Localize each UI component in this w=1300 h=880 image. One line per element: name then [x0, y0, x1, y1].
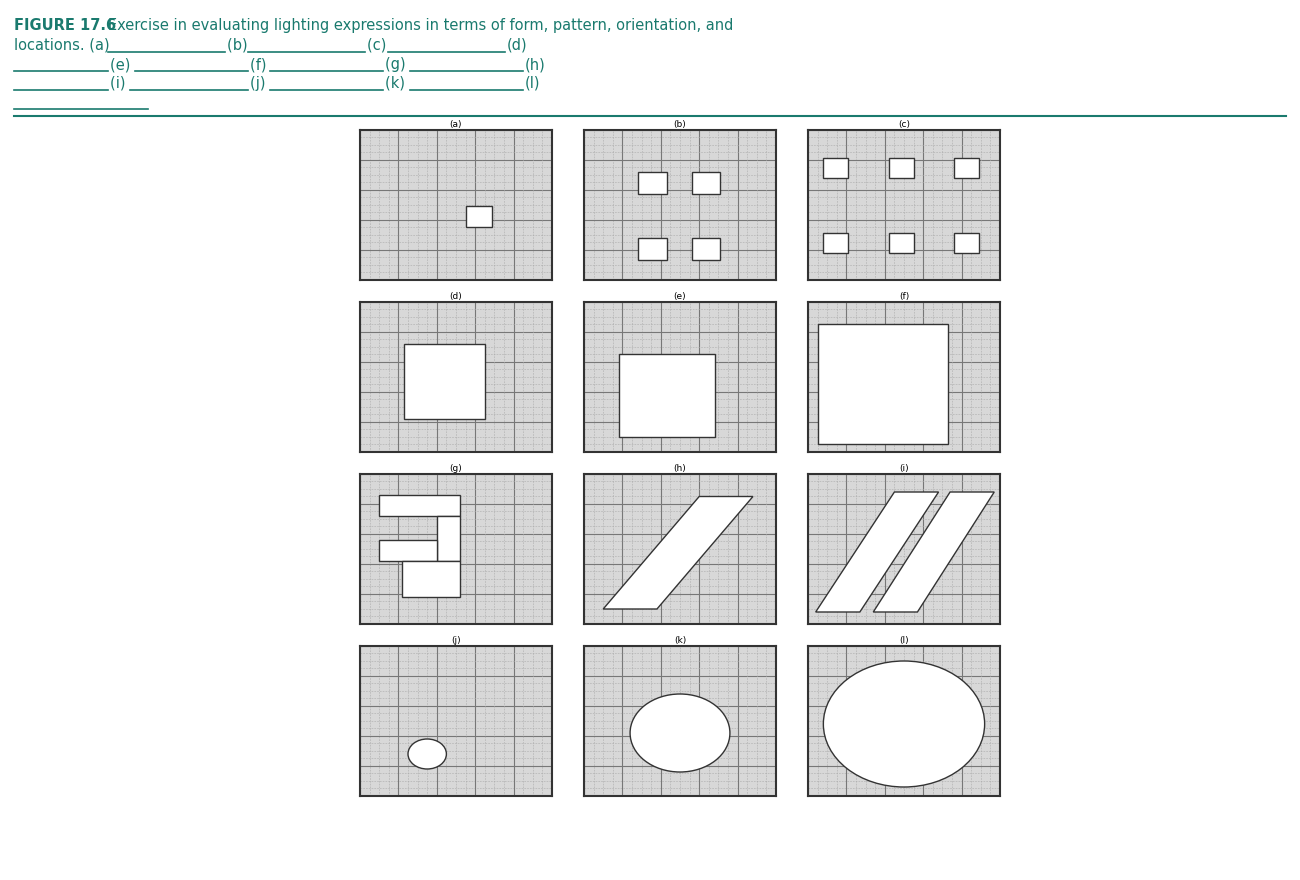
- Bar: [954, 233, 979, 253]
- Text: (g): (g): [385, 57, 411, 72]
- Text: (l): (l): [525, 76, 541, 91]
- Bar: [692, 172, 720, 194]
- Text: (k): (k): [385, 76, 410, 91]
- Bar: [823, 158, 849, 178]
- Title: (j): (j): [451, 636, 460, 645]
- Circle shape: [823, 661, 984, 787]
- Text: (e): (e): [111, 57, 135, 72]
- Bar: [465, 207, 493, 228]
- Title: (d): (d): [450, 292, 463, 301]
- Text: FIGURE 17.6: FIGURE 17.6: [14, 18, 116, 33]
- Bar: [380, 540, 437, 561]
- Circle shape: [630, 694, 729, 772]
- Title: (e): (e): [673, 292, 686, 301]
- Title: (k): (k): [673, 636, 686, 645]
- Bar: [638, 172, 667, 194]
- Text: (i): (i): [111, 76, 130, 91]
- Circle shape: [408, 739, 446, 769]
- Title: (c): (c): [898, 121, 910, 129]
- Title: (b): (b): [673, 121, 686, 129]
- Bar: [954, 158, 979, 178]
- Title: (f): (f): [898, 292, 909, 301]
- Bar: [638, 238, 667, 260]
- Text: (b): (b): [227, 38, 252, 53]
- Title: (h): (h): [673, 465, 686, 473]
- Text: locations. (a): locations. (a): [14, 38, 114, 53]
- Bar: [889, 158, 914, 178]
- Text: (c): (c): [367, 38, 391, 53]
- Title: (i): (i): [900, 465, 909, 473]
- Title: (g): (g): [450, 465, 463, 473]
- Title: (l): (l): [900, 636, 909, 645]
- Text: (j): (j): [250, 76, 270, 91]
- Text: (d): (d): [507, 38, 528, 53]
- Text: (f): (f): [250, 57, 272, 72]
- Bar: [692, 238, 720, 260]
- Title: (a): (a): [450, 121, 463, 129]
- Bar: [437, 516, 460, 561]
- Polygon shape: [815, 492, 939, 612]
- Bar: [404, 344, 485, 419]
- Bar: [889, 233, 914, 253]
- Bar: [818, 325, 948, 444]
- Bar: [402, 561, 460, 597]
- Bar: [380, 495, 460, 516]
- Polygon shape: [874, 492, 994, 612]
- Text: (h): (h): [525, 57, 546, 72]
- Text: Exercise in evaluating lighting expressions in terms of form, pattern, orientati: Exercise in evaluating lighting expressi…: [108, 18, 733, 33]
- Bar: [619, 355, 715, 437]
- Polygon shape: [603, 496, 753, 609]
- Bar: [823, 233, 849, 253]
